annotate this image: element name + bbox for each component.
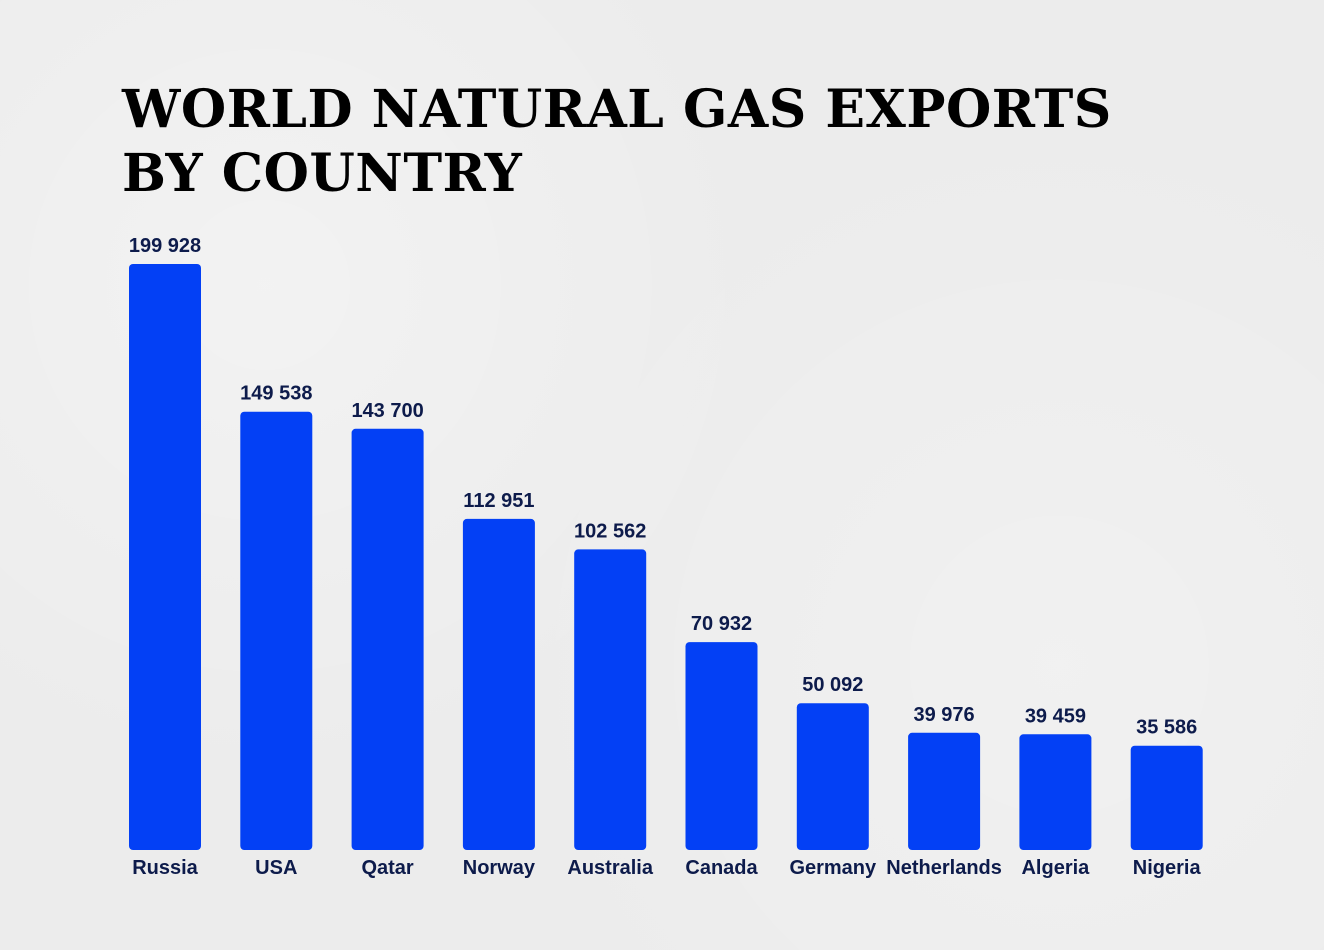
bar-qatar — [351, 428, 424, 850]
bar-netherlands — [908, 732, 981, 850]
category-label-nigeria: Nigeria — [1133, 857, 1202, 879]
category-labels-group: Russia USA Qatar Norway Australia Canada Germa… — [132, 857, 1201, 879]
value-label-germany: 50 092 — [802, 674, 863, 696]
value-label-qatar: 143 700 — [351, 400, 423, 422]
category-label-algeria: Algeria — [1021, 857, 1090, 879]
bar-usa — [240, 411, 313, 850]
category-label-russia: Russia — [132, 857, 198, 879]
category-label-qatar: Qatar — [361, 857, 413, 879]
bar-russia — [129, 264, 201, 850]
category-label-norway: Norway — [463, 857, 536, 879]
value-label-nigeria: 35 586 — [1136, 717, 1197, 739]
bar-nigeria — [1130, 745, 1203, 850]
bar-algeria — [1019, 734, 1092, 850]
value-label-canada: 70 932 — [691, 613, 752, 635]
value-labels-group: 199 928 149 538 143 700 112 951 102 562 70 93… — [129, 235, 1197, 739]
bar-germany — [796, 703, 869, 850]
value-label-netherlands: 39 976 — [914, 704, 975, 726]
category-label-australia: Australia — [567, 857, 653, 879]
value-label-algeria: 39 459 — [1025, 705, 1086, 727]
category-label-germany: Germany — [789, 857, 877, 879]
chart-title-line-1: WORLD NATURAL GAS EXPORTS — [122, 79, 1112, 140]
value-label-usa: 149 538 — [240, 383, 312, 405]
value-label-russia: 199 928 — [129, 235, 201, 257]
value-label-australia: 102 562 — [574, 520, 646, 542]
category-label-usa: USA — [255, 857, 297, 879]
bar-canada — [685, 642, 758, 850]
category-label-netherlands: Netherlands — [886, 857, 1002, 879]
category-label-canada: Canada — [685, 857, 758, 879]
bars-group — [129, 264, 1203, 850]
bar-norway — [462, 518, 535, 850]
bar-australia — [574, 549, 647, 850]
chart-title: WORLD NATURAL GAS EXPORTS BY COUNTRY — [122, 78, 1172, 206]
value-label-norway: 112 951 — [463, 490, 534, 512]
chart-title-line-2: BY COUNTRY — [122, 143, 523, 204]
